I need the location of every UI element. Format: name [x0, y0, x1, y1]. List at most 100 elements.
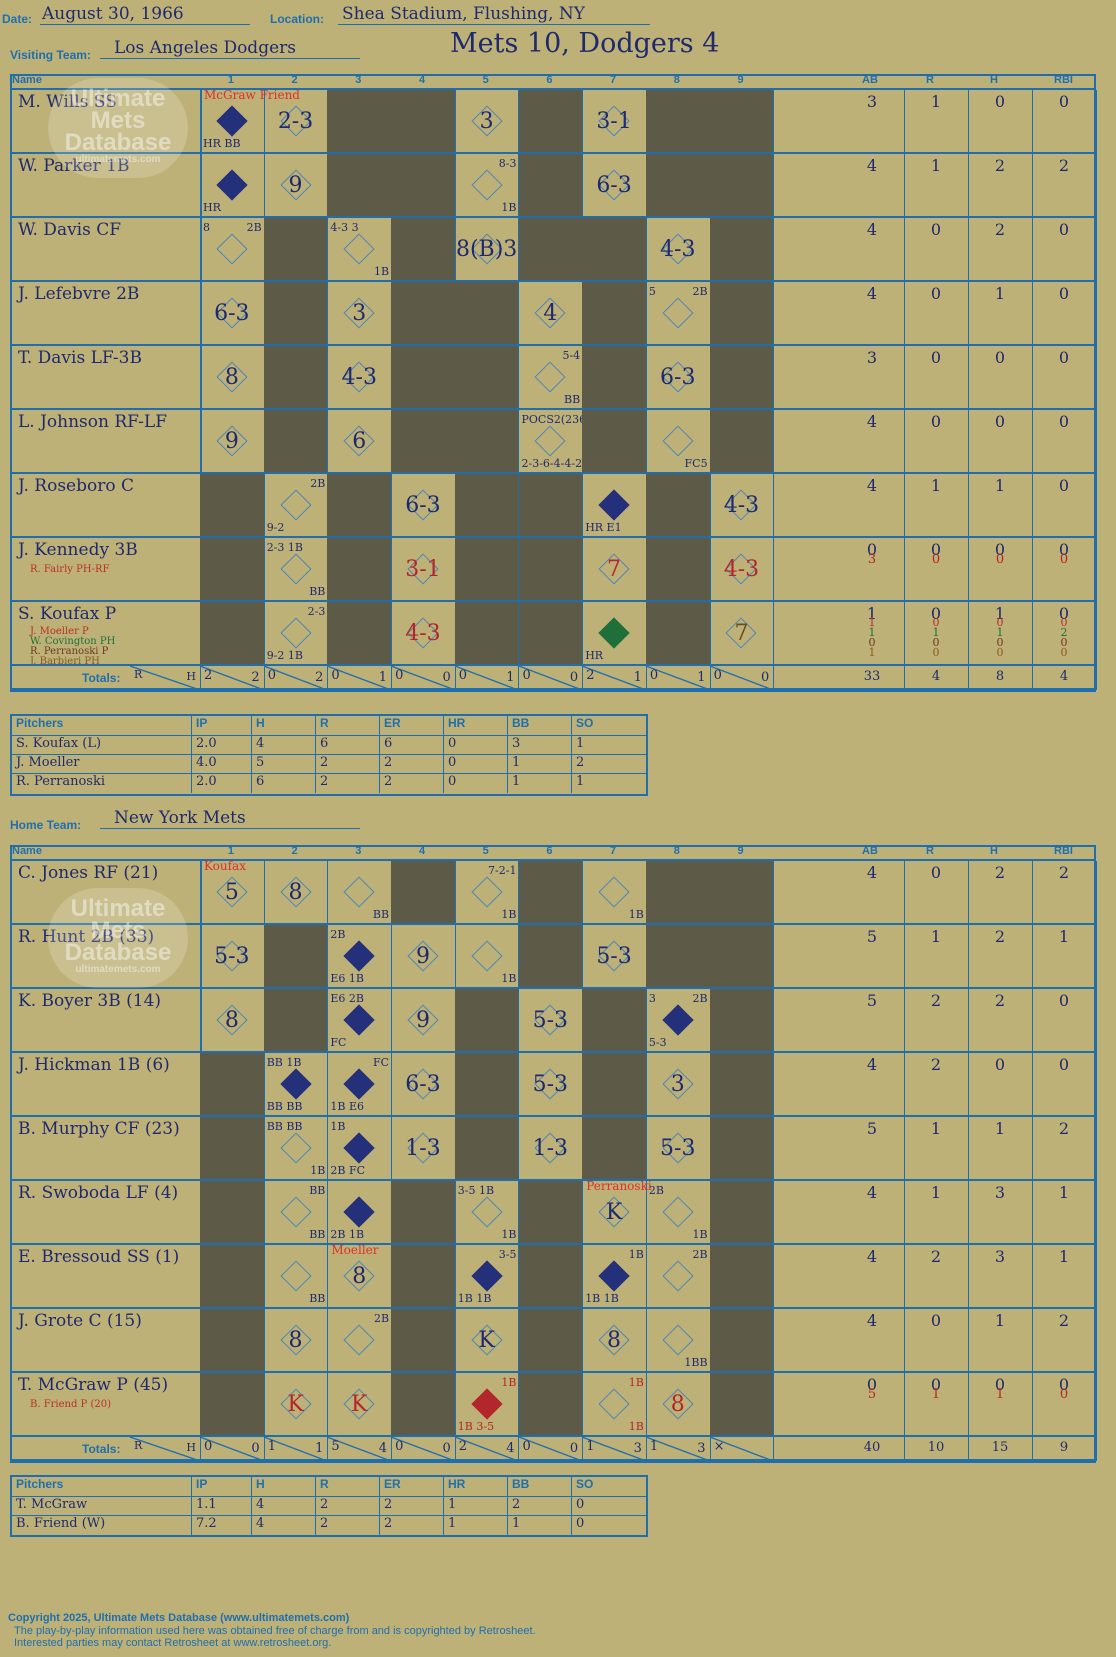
pitcher-stat: 1: [576, 736, 585, 751]
base-diamond: [471, 940, 503, 972]
at-bat-cell: 3-1: [582, 90, 647, 154]
batter-name-cell: K. Boyer 3B (14): [10, 989, 202, 1053]
at-bat-cell: HR: [200, 154, 265, 218]
at-bat-note: 3-5 1B: [457, 1184, 495, 1197]
at-bat-result: 3: [670, 1072, 685, 1097]
at-bat-note: 2B: [330, 928, 346, 941]
inning-runs: 0: [458, 668, 468, 683]
stat-value: 4: [866, 1183, 878, 1202]
at-bat-cell: [518, 1181, 584, 1245]
pitcher-stat: 2: [380, 774, 444, 793]
stat-value: 1: [1058, 927, 1070, 946]
batter-name-cell: J. Hickman 1B (6): [10, 1053, 202, 1117]
at-bat-result: 5-3: [532, 1072, 569, 1097]
at-bat-note: 1B: [330, 1120, 346, 1133]
inning-header: 5: [482, 845, 489, 857]
pitchers-column-header: IP: [192, 1477, 252, 1496]
batter-stat-rbi: 2: [1032, 1309, 1097, 1373]
at-bat-cell: 4-3: [710, 538, 775, 602]
batter-row: W. Davis CF 8 2B 4-3 3 1B 8(B)3 4-3 4 0 2 0: [10, 216, 1097, 282]
batter-stat-ab: 4: [840, 474, 905, 538]
inning-hits: 0: [569, 670, 579, 685]
pitcher-stat: 6: [316, 736, 380, 755]
batter-stat-r: 2: [904, 989, 969, 1053]
game-date: August 30, 1966: [42, 4, 184, 24]
batter-stat-ab: 5: [840, 1117, 905, 1181]
at-bat-cell: K Perranoski: [582, 1179, 652, 1245]
at-bat-cell: 1B: [455, 925, 520, 989]
at-bat-note: 1B E6: [330, 1100, 364, 1113]
pitcher-stat: J. Moeller: [12, 755, 192, 774]
at-bat-cell: [518, 602, 584, 666]
batter-stat-rbi: 0: [1032, 218, 1097, 282]
at-bat-cell: [582, 1053, 647, 1117]
at-bat-cell: [454, 282, 520, 346]
stat-value: 1: [868, 626, 876, 639]
stat-value: 1: [930, 927, 942, 946]
batter-stat-h: 2: [968, 989, 1033, 1053]
at-bat-result: 9: [415, 1008, 430, 1033]
inning-runs: 0: [522, 668, 531, 683]
totals-row: Totals: R H 0 0 1 1 5 4 0 0 2 4 0 0 1 3 1 3 × 40 10 15 9: [10, 1435, 1097, 1463]
at-bat-note: E6 2B: [330, 992, 364, 1005]
batter-stat-h: 0: [968, 346, 1033, 410]
stat-value: 0: [1058, 92, 1070, 111]
run-scored-diamond: [662, 1004, 694, 1036]
at-bat-cell: 1B: [582, 861, 647, 925]
batter-row: T. McGraw P (45) B. Friend P (20) K K 1B 1B 3…: [10, 1371, 1097, 1437]
inning-header: 2: [291, 74, 298, 86]
stat-value: 0: [930, 348, 942, 367]
at-bat-cell: [582, 346, 647, 410]
batter-stat-h: 2: [968, 861, 1033, 925]
at-bat-note: 5-4: [562, 349, 581, 362]
at-bat-note: FC5: [684, 457, 708, 470]
game-total-ab: 40: [840, 1437, 905, 1461]
at-bat-cell: [327, 154, 393, 218]
at-bat-cell: [263, 410, 329, 474]
batter-name: C. Jones RF (21): [18, 863, 159, 883]
batter-name: T. Davis LF-3B: [18, 348, 142, 368]
stat-value: 1: [930, 1119, 942, 1138]
batter-stat-h: 1: [968, 1117, 1033, 1181]
inning-runs: 0: [395, 668, 404, 683]
at-bat-result: 1-3: [532, 1136, 569, 1161]
batter-stat-ab: 4: [840, 154, 905, 218]
pitchers-column-header: H: [252, 1477, 316, 1496]
at-bat-result: 6-3: [214, 301, 250, 326]
stat-value: 1: [994, 1311, 1006, 1330]
at-bat-cell: 6: [327, 410, 393, 474]
at-bat-cell: [709, 282, 775, 346]
base-diamond: [279, 1196, 312, 1228]
pitcher-row: S. Koufax (L) 2.0 4 6 6 0 3 1: [12, 735, 646, 755]
at-bat-cell: [200, 1181, 265, 1245]
at-bat-result: 4-3: [723, 493, 760, 518]
totals-row: Totals: R H 2 2 0 2 0 1 0 0 0 1 0 0 2 1 0 1 0 0 33 4 8 4: [10, 664, 1097, 692]
inning-hits: 2: [251, 670, 260, 685]
at-bat-result: 4-3: [660, 237, 696, 262]
inning-runs: 2: [458, 1439, 468, 1454]
batter-stat-r: 0: [904, 1309, 969, 1373]
base-diamond: [343, 233, 375, 265]
at-bat-cell: [263, 989, 329, 1053]
at-bat-note: 2B: [692, 992, 708, 1005]
pitchers-column-header: R: [316, 1477, 380, 1496]
pitcher-stat: 4.0: [192, 755, 252, 774]
stat-value: 2: [1058, 1311, 1070, 1330]
at-bat-cell: [200, 1117, 265, 1181]
pitcher-change-note: Perranoski: [586, 1179, 652, 1193]
at-bat-cell: 5-3: [519, 1053, 584, 1117]
stat-value: 0: [932, 646, 940, 659]
inning-header: 7: [610, 74, 617, 86]
batter-stat-ab: 4: [840, 1245, 905, 1309]
batter-name: J. Lefebvre 2B: [18, 284, 140, 304]
pitcher-stat: 2: [316, 1497, 380, 1516]
at-bat-cell: K: [327, 1373, 393, 1437]
base-diamond: [471, 1196, 503, 1228]
watermark-logo-home: Ultimate Mets Database ultimatemets.com: [48, 888, 188, 988]
pitcher-stat: 2: [316, 755, 380, 774]
at-bat-cell: 5-3: [582, 925, 647, 989]
base-diamond: [216, 233, 248, 265]
